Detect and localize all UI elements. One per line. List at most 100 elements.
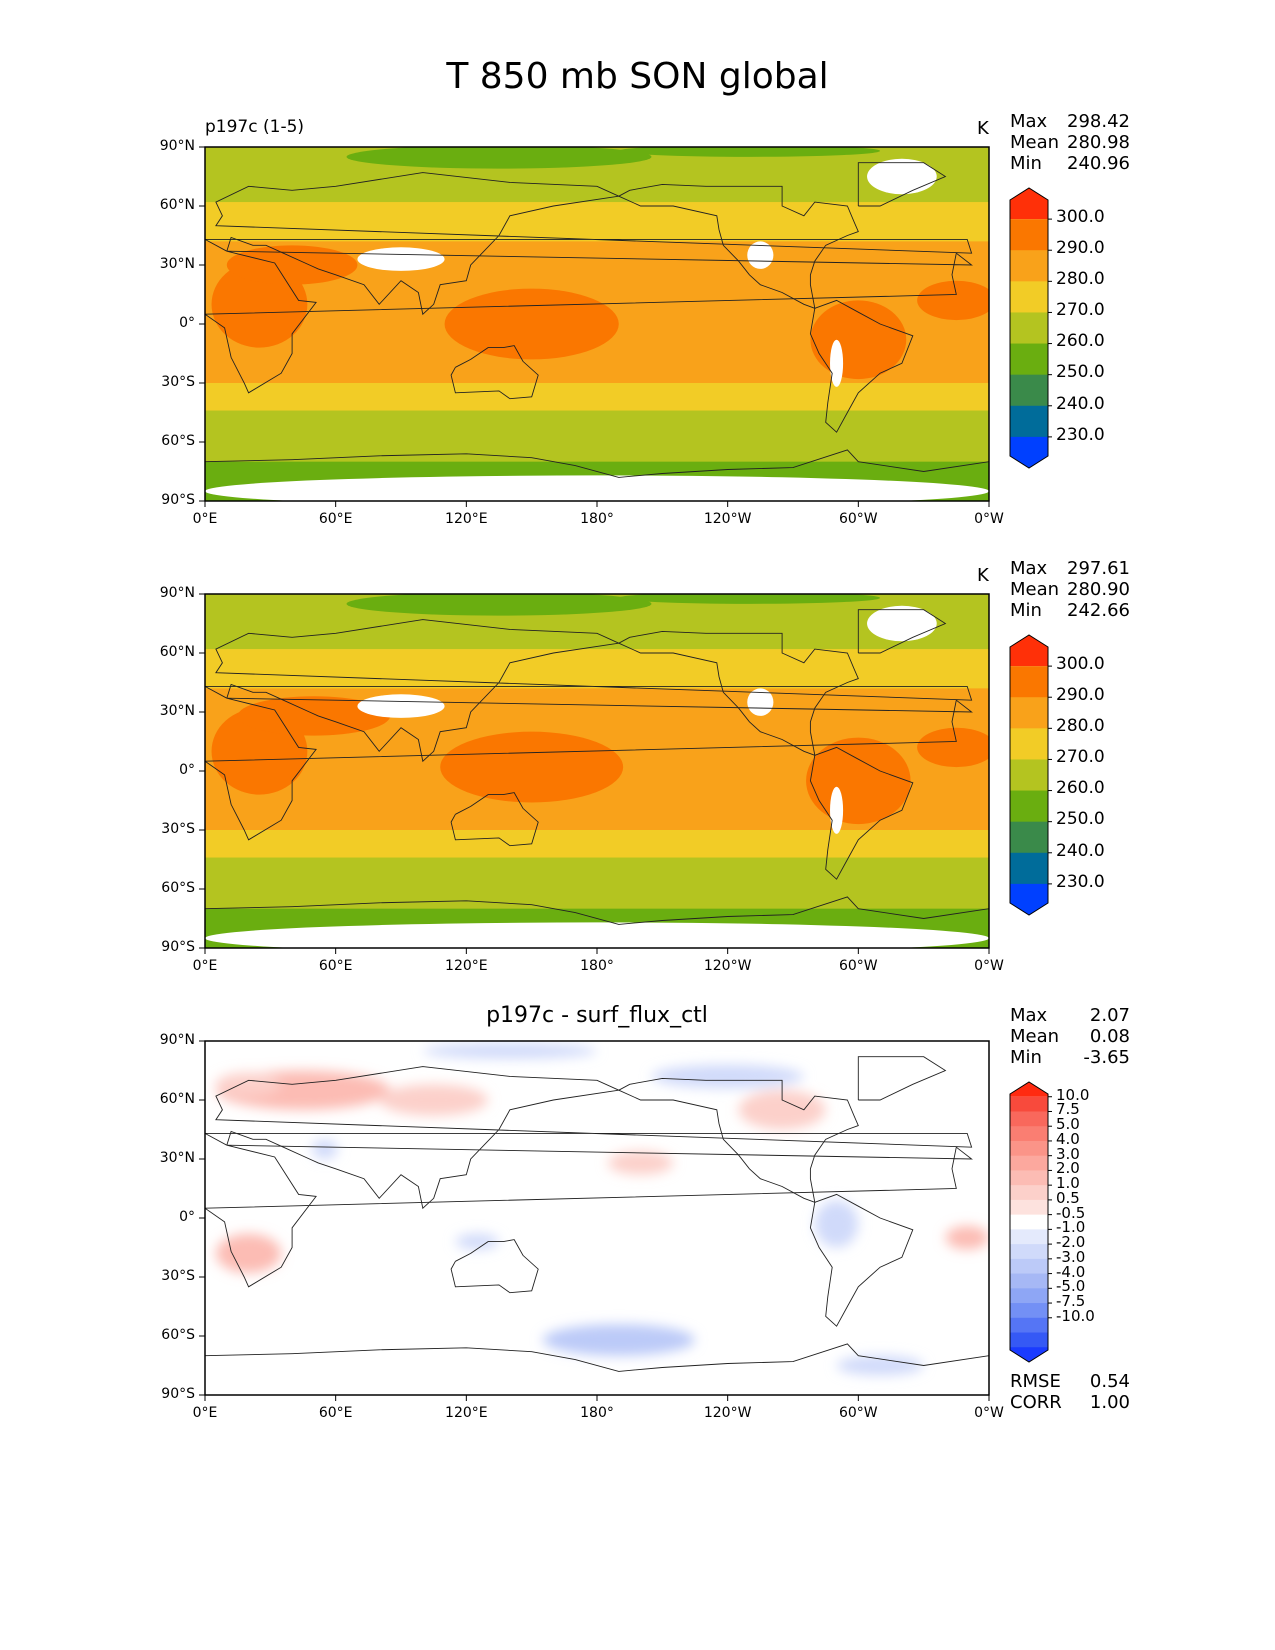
- coastline: [618, 630, 859, 756]
- lat-tick-label: 0°: [179, 315, 195, 331]
- lat-tick-label: 60°S: [161, 433, 195, 449]
- coastline: [857, 1056, 947, 1101]
- lon-tick-label: 0°E: [192, 958, 218, 974]
- lon-tick-label: 0°W: [974, 511, 1004, 527]
- map-panel-3: 0°E 60°E 120°E 180° 120°W 60°W 0°W 90°N 60°N 30°N…: [0, 1003, 1275, 1479]
- colorbar-label: 230.0: [1056, 424, 1105, 445]
- colorbar-segment: [1010, 1244, 1048, 1260]
- colorbar-extend-max: [1010, 188, 1048, 220]
- stat-label: Mean: [1010, 132, 1060, 153]
- map-field: [205, 147, 989, 501]
- figure-title: T 850 mb SON global: [446, 56, 829, 97]
- lon-tick-label: 60°W: [838, 1405, 878, 1421]
- colorbar-segment: [1010, 1140, 1048, 1157]
- difference-anomaly: [814, 1200, 859, 1248]
- difference-anomaly: [836, 1355, 924, 1376]
- coastline: [450, 1239, 539, 1294]
- colorbar-label: 1.0: [1056, 1174, 1080, 1193]
- cold-region: [618, 594, 881, 604]
- colorbar-label: 280.0: [1056, 716, 1105, 737]
- map-field: [205, 594, 989, 948]
- lon-tick-label: 60°E: [318, 511, 353, 527]
- colorbar-segment: [1010, 1155, 1048, 1171]
- difference-anomaly: [945, 1225, 989, 1250]
- colorbar-extend-max: [1010, 635, 1048, 667]
- colorbar-segment: [1010, 852, 1048, 885]
- map-panel-1: 0°E 60°E 120°E 180° 120°W 60°W 0°W 90°N 60°N 30°N…: [0, 111, 1275, 585]
- colorbar-label: 230.0: [1056, 871, 1105, 892]
- lat-tick-label: 60°N: [159, 1091, 195, 1107]
- lon-tick-label: 120°W: [703, 958, 752, 974]
- stat-label: Max: [1010, 558, 1048, 579]
- colorbar-label: 260.0: [1056, 778, 1105, 799]
- stat-label: Min: [1010, 600, 1042, 621]
- difference-anomaly: [422, 1042, 597, 1059]
- colorbar-segment: [1010, 281, 1048, 313]
- stat-value: 242.66: [1067, 600, 1130, 621]
- stat-label: Mean: [1010, 1026, 1060, 1047]
- warm-region: [226, 245, 358, 285]
- colorbar-label: -3.0: [1056, 1247, 1086, 1266]
- missing-data-region: [205, 922, 989, 948]
- lat-tick-label: 60°S: [161, 1327, 195, 1343]
- colorbar-label: 250.0: [1056, 809, 1105, 830]
- colorbar-extend-min: [1010, 436, 1048, 468]
- stat-value: 297.61: [1067, 558, 1130, 579]
- lon-tick-label: 60°W: [838, 511, 878, 527]
- colorbar-segment: [1010, 1199, 1048, 1216]
- corr-value: 1.00: [1089, 1392, 1130, 1413]
- difference-anomaly: [651, 1064, 804, 1089]
- lat-tick-label: 90°N: [159, 1032, 195, 1048]
- colorbar-label: 4.0: [1056, 1129, 1080, 1148]
- warm-region: [806, 737, 911, 825]
- stat-value: 298.42: [1067, 111, 1130, 132]
- stat-label: Min: [1010, 1047, 1042, 1068]
- colorbar-segment: [1010, 405, 1048, 438]
- colorbar-label: -10.0: [1056, 1306, 1095, 1325]
- coastline: [450, 792, 539, 847]
- difference-anomaly: [379, 1084, 489, 1116]
- warm-region: [917, 727, 989, 768]
- map-panel-2: 0°E 60°E 120°E 180° 120°W 60°W 0°W 90°N 60°N 30°N…: [0, 558, 1275, 1032]
- lon-tick-label: 120°E: [445, 1405, 488, 1421]
- lon-tick-label: 180°: [580, 1405, 614, 1421]
- map-field: [205, 1041, 989, 1395]
- stat-value: -3.65: [1083, 1047, 1130, 1068]
- stat-label: Min: [1010, 153, 1042, 174]
- lon-tick-label: 0°E: [192, 511, 218, 527]
- coastline: [205, 250, 973, 394]
- temperature-band: [205, 410, 989, 463]
- coastline: [205, 697, 973, 841]
- coastlines: [205, 609, 989, 925]
- cold-region: [346, 594, 652, 616]
- lat-tick-label: 90°N: [159, 585, 195, 601]
- warm-region: [917, 280, 989, 321]
- lat-tick-label: 90°S: [161, 492, 195, 508]
- lat-tick-label: 30°S: [161, 821, 195, 837]
- colorbar-segment: [1010, 343, 1048, 376]
- colorbar-label: 240.0: [1056, 840, 1105, 861]
- lon-tick-label: 60°E: [318, 958, 353, 974]
- difference-anomaly: [607, 1151, 674, 1175]
- colorbar-label: 5.0: [1056, 1115, 1080, 1134]
- lon-tick-label: 120°E: [445, 511, 488, 527]
- lat-tick-label: 0°: [179, 1209, 195, 1225]
- map-svg: [199, 593, 1052, 954]
- coastline: [809, 1193, 914, 1327]
- lat-tick-label: 60°N: [159, 644, 195, 660]
- lat-tick-label: 30°N: [159, 1150, 195, 1166]
- lat-tick-label: 30°N: [159, 703, 195, 719]
- colorbar-label: 0.5: [1056, 1188, 1080, 1207]
- colorbar-segment: [1010, 1317, 1048, 1334]
- difference-anomaly: [738, 1090, 826, 1130]
- colorbar-segment: [1010, 1258, 1048, 1275]
- coastlines: [205, 162, 989, 478]
- colorbar-label: 7.5: [1056, 1100, 1080, 1119]
- colorbar-outline: [1009, 187, 1049, 469]
- colorbar-segment: [1010, 728, 1048, 760]
- lon-tick-label: 0°W: [974, 1405, 1004, 1421]
- missing-data-region: [747, 688, 774, 716]
- colorbar-extend-min: [1010, 1347, 1048, 1362]
- colorbar-segment: [1010, 219, 1048, 251]
- missing-data-region: [867, 605, 937, 642]
